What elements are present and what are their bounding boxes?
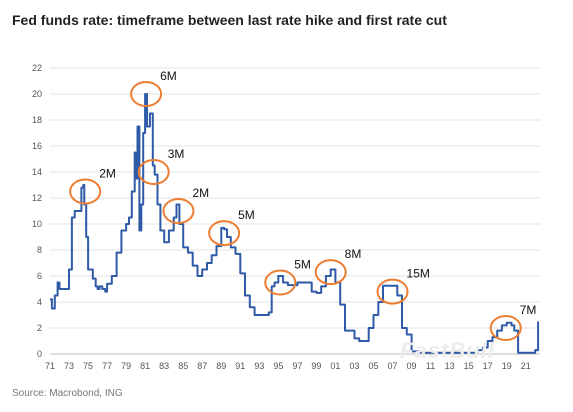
x-tick-label: 81	[140, 361, 150, 371]
y-tick-label: 2	[37, 323, 42, 333]
x-tick-label: 71	[45, 361, 55, 371]
y-tick-label: 10	[32, 219, 42, 229]
highlight-circle	[208, 220, 241, 247]
highlight-circle	[137, 159, 170, 185]
x-tick-label: 91	[235, 361, 245, 371]
highlight-circle	[314, 259, 347, 286]
x-tick-label: 85	[178, 361, 188, 371]
y-tick-label: 4	[37, 297, 42, 307]
x-tick-label: 89	[216, 361, 226, 371]
highlight-circle	[489, 315, 522, 341]
y-tick-label: 22	[32, 63, 42, 73]
y-tick-label: 6	[37, 271, 42, 281]
annotation-label: 2M	[192, 186, 209, 200]
x-tick-label: 93	[254, 361, 264, 371]
y-tick-label: 8	[37, 245, 42, 255]
x-tick-label: 87	[197, 361, 207, 371]
series-line	[50, 93, 540, 354]
annotation-label: 2M	[99, 167, 116, 181]
x-tick-label: 09	[407, 361, 417, 371]
highlight-circle	[69, 178, 102, 205]
watermark-logo: FastBull	[400, 338, 495, 363]
x-tick-label: 17	[483, 361, 493, 371]
x-tick-label: 95	[273, 361, 283, 371]
y-tick-label: 18	[32, 115, 42, 125]
x-tick-label: 97	[292, 361, 302, 371]
x-tick-label: 13	[445, 361, 455, 371]
x-tick-label: 05	[368, 361, 378, 371]
annotation-label: 5M	[238, 208, 255, 222]
annotation-label: 7M	[520, 303, 537, 317]
y-tick-label: 14	[32, 167, 42, 177]
annotation-label: 5M	[294, 258, 311, 272]
highlight-circle	[162, 198, 195, 224]
chart-title: Fed funds rate: timeframe between last r…	[12, 12, 447, 28]
x-tick-label: 75	[83, 361, 93, 371]
x-tick-label: 19	[502, 361, 512, 371]
x-tick-label: 83	[159, 361, 169, 371]
y-tick-label: 16	[32, 141, 42, 151]
highlight-circle	[264, 269, 297, 296]
annotation-label: 3M	[168, 147, 185, 161]
y-tick-label: 0	[37, 349, 42, 359]
source-note: Source: Macrobond, ING	[12, 388, 123, 399]
highlight-circle	[130, 81, 163, 107]
x-axis-ticks: 71 73 75 77 79 81 83 85 87 89 91 93 95 97 99 01 03 05 07 09…	[45, 353, 540, 371]
y-tick-label: 20	[32, 89, 42, 99]
x-tick-label: 79	[121, 361, 131, 371]
x-tick-label: 11	[426, 361, 435, 371]
x-tick-label: 15	[464, 361, 474, 371]
x-tick-label: 77	[102, 361, 112, 371]
x-tick-label: 07	[388, 361, 398, 371]
series-lines	[50, 93, 540, 354]
annotation-label: 8M	[345, 247, 362, 261]
x-tick-label: 21	[521, 361, 531, 371]
x-tick-label: 03	[349, 361, 359, 371]
x-tick-label: 01	[330, 361, 340, 371]
annotation-label: 15M	[407, 267, 430, 281]
annotations: 2M 6M 3M 2M 5M 5M 8M 15M 7M	[69, 69, 537, 341]
y-axis-ticks: 0 2 4 6 8 10 12 14 16 18 20 22	[32, 63, 42, 359]
gridlines	[50, 67, 540, 355]
highlight-circle	[376, 278, 409, 305]
x-tick-label: 73	[64, 361, 74, 371]
annotation-label: 6M	[160, 69, 177, 83]
x-tick-label: 99	[311, 361, 321, 371]
y-tick-label: 12	[32, 193, 42, 203]
